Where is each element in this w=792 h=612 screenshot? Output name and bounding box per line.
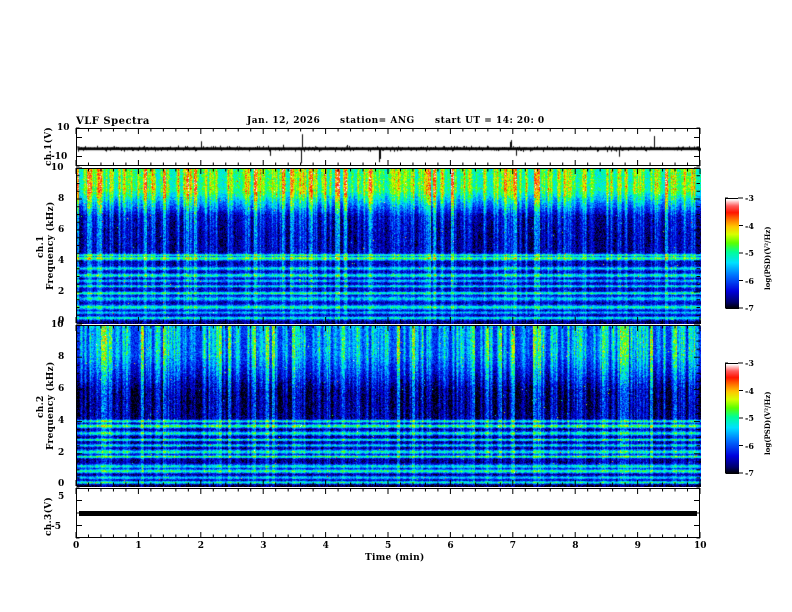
- ch1-wave-axis-label: ch.1(V): [44, 126, 54, 166]
- colorbar-2-tick-3: -6: [745, 440, 754, 451]
- colorbar-1-tick-4: -7: [745, 303, 754, 313]
- ch1-spec-axis-label: Frequency (kHz): [46, 201, 56, 290]
- panel-ch3-waveform: [76, 488, 700, 538]
- panel-ch2-spectrogram: [76, 325, 701, 487]
- x-tick-1: 1: [135, 541, 142, 551]
- x-axis-label: Time (min): [365, 553, 425, 563]
- ch2-spec-channel-label: ch.2: [36, 395, 46, 418]
- ch3-flat-trace: [79, 511, 697, 516]
- ch1-spec-channel-label: ch.1: [36, 235, 46, 258]
- colorbar-2-tick-0: -3: [745, 358, 754, 368]
- colorbar-2-tick-1: -4: [745, 385, 754, 396]
- ch2-spec-ytick-0: 0: [58, 479, 65, 489]
- colorbar-2-tick-4: -7: [745, 468, 754, 478]
- x-tick-10: 10: [694, 541, 707, 551]
- colorbar-1-tick-0: -3: [745, 193, 754, 203]
- colorbar-ch2-label: log(PSD)(V²/Hz): [763, 391, 772, 455]
- ch3-wave-ytick-top: 5: [58, 492, 65, 502]
- colorbar-1-tick-3: -6: [745, 275, 754, 286]
- ch2-spec-ytick-4: 4: [58, 416, 65, 426]
- ch1-spectrogram-canvas: [77, 169, 701, 324]
- ch2-spec-axis-label: Frequency (kHz): [46, 361, 56, 450]
- header-start-ut: start UT = 14: 20: 0: [435, 116, 545, 126]
- x-tick-5: 5: [385, 541, 392, 551]
- ch2-spec-ytick-8: 8: [58, 352, 65, 362]
- colorbar-2-tick-2: -5: [745, 413, 754, 423]
- panel-ch1-spectrogram: [76, 168, 701, 324]
- x-tick-9: 9: [634, 541, 641, 551]
- x-tick-8: 8: [572, 541, 579, 551]
- ch1-spec-ytick-10: 10: [51, 163, 64, 173]
- ch1-spec-ytick-4: 4: [58, 256, 65, 266]
- page-title: VLF Spectra: [76, 116, 150, 127]
- ch3-wave-axis-label: ch.3(V): [44, 496, 54, 536]
- x-tick-4: 4: [322, 541, 329, 551]
- x-tick-6: 6: [447, 541, 454, 551]
- ch1-waveform-canvas: [77, 129, 701, 167]
- ch2-spec-ytick-6: 6: [58, 384, 65, 394]
- ch1-wave-ytick-top: 10: [57, 123, 70, 133]
- ch1-spec-ytick-6: 6: [58, 225, 65, 235]
- header-station: station= ANG: [340, 116, 415, 126]
- colorbar-1-tick-2: -5: [745, 248, 754, 258]
- ch3-wave-ytick-bot: -5: [51, 522, 61, 532]
- ch1-spec-ytick-8: 8: [58, 194, 65, 204]
- colorbar-ch2-gradient: [726, 364, 739, 474]
- ch2-spec-ytick-10: 10: [51, 320, 64, 330]
- colorbar-1-tick-1: -4: [745, 220, 754, 231]
- x-tick-3: 3: [260, 541, 267, 551]
- x-tick-0: 0: [73, 541, 80, 551]
- colorbar-ch2: [725, 363, 739, 474]
- x-tick-7: 7: [509, 541, 517, 551]
- ch1-spec-ytick-2: 2: [58, 287, 65, 297]
- x-tick-2: 2: [197, 541, 205, 551]
- header-date: Jan. 12, 2026: [247, 116, 321, 126]
- ch1-wave-ytick-bot: -10: [51, 152, 68, 162]
- ch2-spec-ytick-2: 2: [58, 448, 65, 458]
- panel-ch1-waveform: [76, 128, 701, 167]
- ch2-spectrogram-canvas: [77, 326, 701, 487]
- colorbar-ch1-gradient: [726, 199, 739, 309]
- colorbar-ch1-label: log(PSD)(V²/Hz): [763, 226, 772, 290]
- ch1-spec-ytick-0: 0: [58, 316, 65, 326]
- colorbar-ch1: [725, 198, 739, 309]
